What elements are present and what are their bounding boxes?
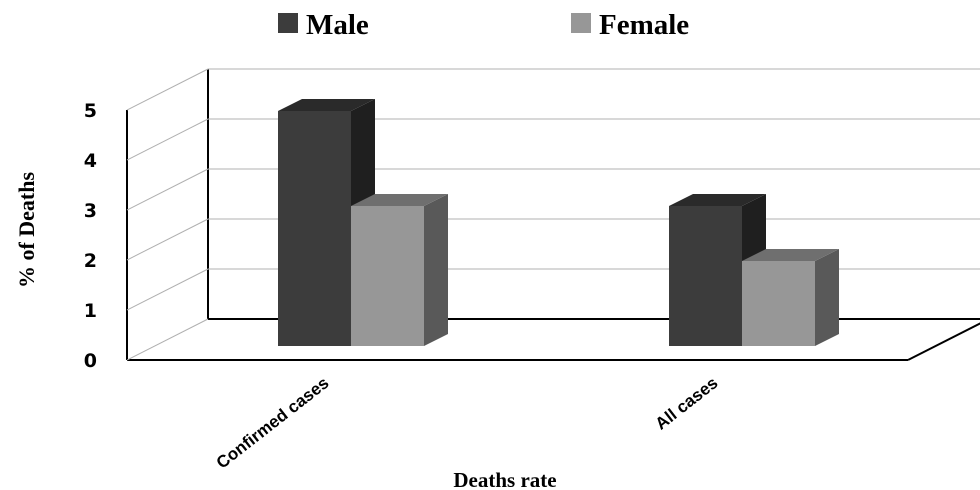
bar-top [351,194,448,206]
gridline-side-1 [126,268,209,311]
category-label-confirmed: Confirmed cases [213,373,333,472]
bar-front [278,111,351,346]
legend-label-male: Male [306,9,369,41]
legend-swatch-female [571,13,591,33]
bar-front [669,206,742,346]
gridline-side-4 [126,118,209,161]
bar-side [815,249,839,346]
gridlines [126,68,980,361]
y-tick-2: 2 [84,250,97,272]
bar-female-1 [742,249,839,346]
gridline-side-5 [126,68,209,111]
y-tick-1: 1 [84,300,97,322]
bar-front [742,261,815,346]
category-label-all: All cases [652,373,722,433]
legend-swatch-male [278,13,298,33]
y-tick-4: 4 [84,150,97,172]
y-tick-5: 5 [84,100,97,122]
bar-front [351,206,424,346]
bar-top [278,99,375,111]
gridline-side-0 [126,318,209,361]
bar-top [669,194,766,206]
x-axis-categories: Confirmed cases All cases [213,373,722,472]
bars [278,99,839,346]
bar-top [742,249,839,261]
gridline-side-3 [126,168,209,211]
y-tick-3: 3 [84,200,97,222]
floor-right-edge [907,322,980,361]
legend: Male Female [278,9,689,41]
y-axis-title: % of Deaths [14,172,39,289]
legend-label-female: Female [599,9,689,41]
plot-frame [126,69,980,361]
x-axis-title: Deaths rate [453,468,556,490]
gridline-side-2 [126,218,209,261]
bar-female-0 [351,194,448,346]
y-axis-ticks: 0 1 2 3 4 5 [84,100,97,372]
y-tick-0: 0 [84,350,97,372]
bar-side [424,194,448,346]
